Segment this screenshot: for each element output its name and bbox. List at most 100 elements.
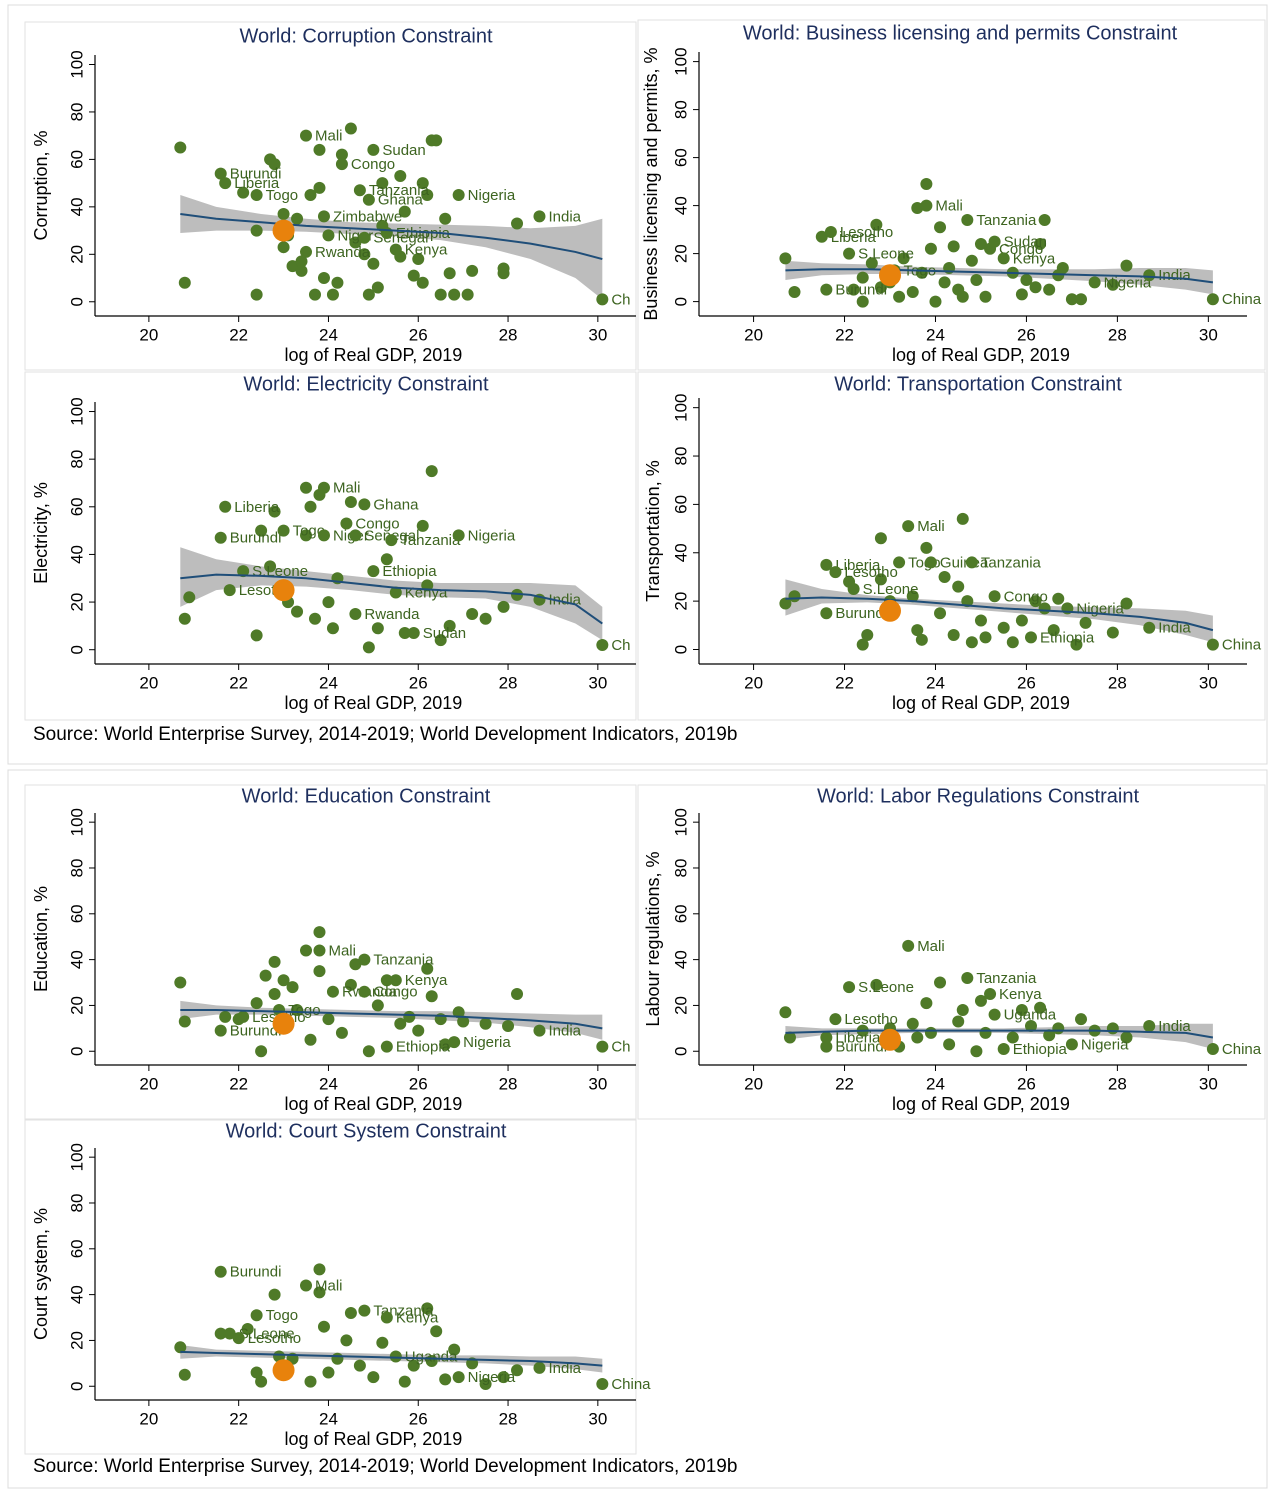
data-point [956, 290, 969, 303]
point-label: Congo [999, 241, 1043, 258]
chart-title: World: Labor Regulations Constraint [817, 785, 1139, 807]
data-point [911, 202, 924, 214]
data-point [394, 170, 407, 183]
x-tick-label: 26 [409, 1409, 428, 1428]
y-axis-label: Business licensing and permits, % [641, 47, 661, 320]
x-tick-label: 22 [229, 673, 248, 692]
data-point [1029, 595, 1042, 608]
data-point [421, 1302, 434, 1315]
y-tick-label: 80 [67, 859, 86, 878]
point-label: Guinea [940, 554, 989, 571]
point-label: Burundi [230, 166, 282, 183]
point-label: Ch [611, 637, 630, 654]
data-point [874, 573, 887, 586]
panel-frame [24, 784, 637, 1120]
data-point [843, 981, 856, 994]
data-point [407, 269, 420, 282]
data-point [947, 240, 960, 253]
point-label: Togo [266, 1307, 299, 1324]
data-point [1043, 1029, 1056, 1042]
data-point [974, 994, 987, 1007]
point-label: Ethiopia [1013, 1041, 1068, 1058]
point-label: Ch [611, 291, 630, 308]
data-point [439, 1038, 452, 1051]
data-point [277, 207, 290, 220]
data-point [430, 1325, 443, 1338]
data-point [961, 595, 974, 608]
data-point [250, 629, 263, 642]
point-label: Kenya [396, 1309, 439, 1326]
y-axis-label: Corruption, % [31, 130, 51, 240]
fit-line [785, 268, 1214, 284]
point-label: Uganda [1004, 1007, 1057, 1024]
data-point [934, 976, 947, 989]
y-tick-label: 20 [671, 996, 690, 1015]
data-point [938, 570, 951, 583]
data-point [1120, 597, 1133, 610]
point-label: Burundi [230, 1023, 282, 1040]
data-point [479, 1377, 492, 1390]
point-label: Togo [293, 523, 326, 540]
data-point [219, 500, 232, 513]
point-label: Ghana [373, 496, 419, 513]
data-point [915, 633, 928, 646]
x-tick-label: 30 [588, 673, 607, 692]
data-point [223, 584, 236, 597]
data-point [376, 1336, 389, 1349]
point-label: India [548, 1023, 581, 1040]
data-point [322, 229, 335, 242]
data-point [389, 1350, 402, 1363]
point-label: Nigeria [1081, 1036, 1129, 1053]
point-label: Kenya [405, 585, 448, 602]
data-point [1206, 1042, 1219, 1055]
data-point [416, 519, 429, 532]
x-tick-label: 26 [1017, 673, 1036, 692]
y-tick-label: 40 [67, 1285, 86, 1304]
point-label: Sudan [1004, 234, 1047, 251]
y-tick-label: 20 [67, 1331, 86, 1350]
data-point [979, 290, 992, 303]
data-point [815, 230, 828, 243]
data-point [286, 260, 299, 273]
y-tick-label: 0 [671, 297, 690, 306]
y-tick-label: 0 [67, 1047, 86, 1056]
y-axis-label: Electricity, % [31, 482, 51, 584]
data-point [1052, 1022, 1065, 1035]
data-point [511, 217, 524, 230]
point-label: Burundi [835, 1039, 887, 1056]
data-point [291, 605, 304, 618]
y-tick-label: 80 [671, 447, 690, 466]
data-point [407, 1359, 420, 1372]
highlight-point [272, 579, 295, 602]
point-label: Liberia [234, 499, 280, 516]
point-label: China [1222, 291, 1262, 308]
data-point [340, 1334, 353, 1347]
point-label: Mali [315, 1277, 343, 1294]
point-label: Burundi [230, 530, 282, 547]
point-label: Kenya [405, 972, 448, 989]
data-point [344, 978, 357, 991]
data-point [385, 534, 398, 547]
data-point [956, 512, 969, 525]
data-point [893, 556, 906, 569]
data-point [255, 1045, 268, 1058]
data-point [479, 1017, 492, 1030]
data-point [358, 498, 371, 511]
point-label: Nigeria [463, 1034, 511, 1051]
data-point [268, 955, 281, 968]
x-tick-label: 20 [139, 1074, 158, 1093]
point-label: Tanzania [981, 554, 1042, 571]
data-point [358, 248, 371, 261]
data-point [902, 939, 915, 952]
data-point [304, 500, 317, 513]
x-axis-label: log of Real GDP, 2019 [892, 345, 1070, 365]
data-point [1143, 1020, 1156, 1033]
data-point [313, 926, 326, 939]
data-point [497, 600, 510, 613]
data-point [434, 634, 447, 647]
y-tick-label: 100 [67, 808, 86, 836]
point-label: Ethiopia [396, 1039, 451, 1056]
data-point [1056, 262, 1069, 274]
y-tick-label: 100 [671, 393, 690, 421]
data-point [820, 558, 833, 571]
